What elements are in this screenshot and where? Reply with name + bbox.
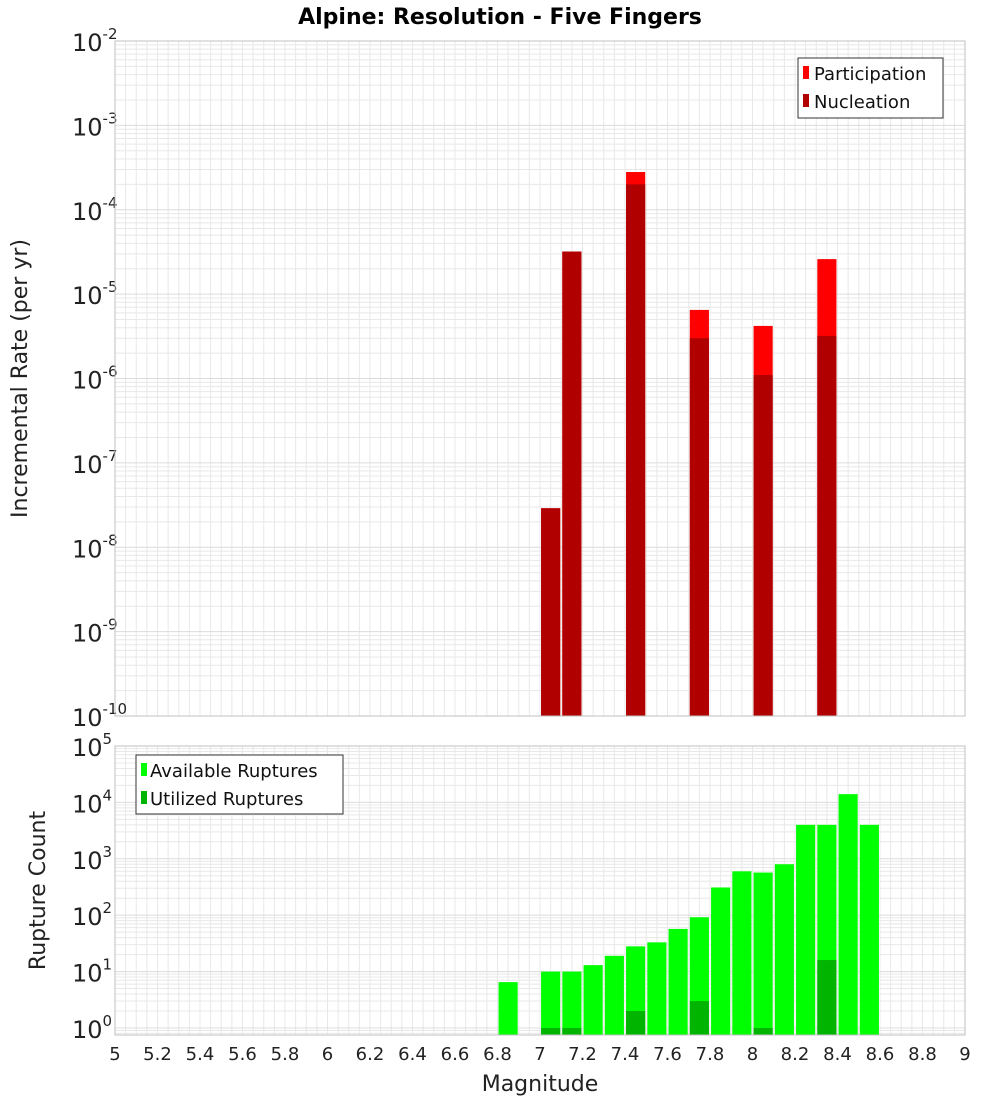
y-tick-label: 10-9 (72, 616, 118, 648)
x-tick-label: 6.6 (441, 1044, 470, 1065)
available-ruptures-bar (796, 824, 816, 1035)
nucleation-bar (541, 508, 561, 716)
rate-bars (541, 172, 837, 717)
count-legend: Available Ruptures Utilized Ruptures (135, 754, 344, 815)
nucleation-bar (626, 184, 646, 717)
utilized-ruptures-bar (562, 1027, 582, 1035)
available-ruptures-bar (647, 942, 667, 1035)
nucleation-bar (689, 338, 709, 716)
available-ruptures-bar (732, 871, 752, 1035)
nucleation-legend-label: Nucleation (814, 92, 910, 113)
x-tick-label: 7 (534, 1044, 545, 1065)
rate-panel: 10-10 10-9 10-8 10-7 10-6 10-5 10-4 10-3 10-2 In… (8, 25, 966, 732)
rate-legend-box (797, 57, 944, 119)
rate-y-axis-label: Incremental Rate (per yr) (8, 239, 33, 518)
rate-grid (114, 40, 966, 717)
nucleation-bar (562, 251, 582, 716)
utilized-ruptures-bar (817, 960, 837, 1035)
x-tick-label: 8 (747, 1044, 758, 1065)
x-tick-label: 8.4 (823, 1044, 852, 1065)
y-tick-label: 10-5 (72, 278, 118, 310)
utilized-swatch (141, 791, 147, 804)
y-tick-label: 102 (72, 899, 112, 931)
count-bars (498, 794, 879, 1035)
utilized-ruptures-bar (626, 1010, 646, 1035)
x-tick-label: 6.8 (483, 1044, 512, 1065)
y-tick-label: 10-4 (72, 194, 118, 226)
count-y-ticks: 100 101 102 103 104 105 (72, 730, 112, 1044)
available-ruptures-bar (668, 928, 688, 1035)
count-panel: 100 101 102 103 104 105 5 5.2 5.4 5.6 5.8 6 6.2 6.4 6… (26, 730, 971, 1097)
x-tick-label: 5.2 (143, 1044, 172, 1065)
utilized-ruptures-bar (753, 1027, 773, 1035)
available-ruptures-bar (859, 824, 879, 1035)
y-tick-label: 103 (72, 843, 112, 875)
chart-title: Alpine: Resolution - Five Fingers (298, 5, 702, 30)
nucleation-bar (753, 375, 773, 716)
participation-legend-label: Participation (814, 64, 926, 85)
x-tick-label: 5.8 (271, 1044, 300, 1065)
count-y-axis-label: Rupture Count (26, 811, 51, 971)
x-tick-label: 7.2 (568, 1044, 597, 1065)
x-tick-label: 6.4 (398, 1044, 427, 1065)
utilized-ruptures-bar (689, 1001, 709, 1035)
available-ruptures-bar (711, 887, 731, 1035)
participation-swatch (803, 66, 809, 79)
y-tick-label: 101 (72, 956, 112, 988)
count-legend-box (135, 754, 344, 815)
y-tick-label: 10-6 (72, 363, 118, 395)
x-tick-label: 5.4 (186, 1044, 215, 1065)
x-tick-label: 7.8 (696, 1044, 725, 1065)
x-tick-label: 8.8 (908, 1044, 937, 1065)
nucleation-bar (817, 335, 837, 716)
utilized-legend-label: Utilized Ruptures (150, 789, 303, 810)
x-tick-label: 7.6 (653, 1044, 682, 1065)
available-ruptures-bar (838, 794, 858, 1035)
available-ruptures-bar (583, 965, 603, 1035)
y-tick-label: 104 (72, 786, 112, 818)
magnitude-x-axis-label: Magnitude (482, 1072, 599, 1097)
x-tick-label: 9 (959, 1044, 970, 1065)
available-ruptures-bar (498, 982, 518, 1035)
y-tick-label: 10-10 (72, 700, 127, 732)
x-tick-label: 8.6 (866, 1044, 895, 1065)
y-tick-label: 10-3 (72, 109, 118, 141)
y-tick-label: 10-8 (72, 531, 118, 563)
available-ruptures-bar (562, 971, 582, 1035)
rate-plot-area (114, 40, 966, 717)
x-tick-label: 8.2 (781, 1044, 810, 1065)
available-swatch (141, 763, 147, 776)
nucleation-swatch (803, 94, 809, 107)
x-tick-label: 7.4 (611, 1044, 640, 1065)
y-tick-label: 105 (72, 730, 112, 762)
y-tick-label: 10-7 (72, 447, 118, 479)
utilized-ruptures-bar (541, 1027, 561, 1035)
rate-y-ticks: 10-10 10-9 10-8 10-7 10-6 10-5 10-4 10-3 10-2 (72, 25, 127, 732)
y-tick-label: 100 (72, 1012, 112, 1044)
x-tick-label: 5.6 (228, 1044, 257, 1065)
y-tick-label: 10-2 (72, 25, 118, 57)
count-plot-area (114, 745, 966, 1036)
available-ruptures-bar (604, 955, 624, 1035)
x-tick-label: 6 (322, 1044, 333, 1065)
available-ruptures-bar (541, 971, 561, 1035)
x-tick-label: 6.2 (356, 1044, 385, 1065)
rate-legend: Participation Nucleation (797, 57, 944, 119)
x-tick-label: 5 (109, 1044, 120, 1065)
available-ruptures-bar (774, 864, 794, 1035)
magnitude-x-ticks: 5 5.2 5.4 5.6 5.8 6 6.2 6.4 6.6 6.8 7 7.2 7.4 7.6 7.8 8… (109, 1044, 970, 1065)
available-legend-label: Available Ruptures (150, 761, 318, 782)
available-ruptures-bar (753, 872, 773, 1035)
